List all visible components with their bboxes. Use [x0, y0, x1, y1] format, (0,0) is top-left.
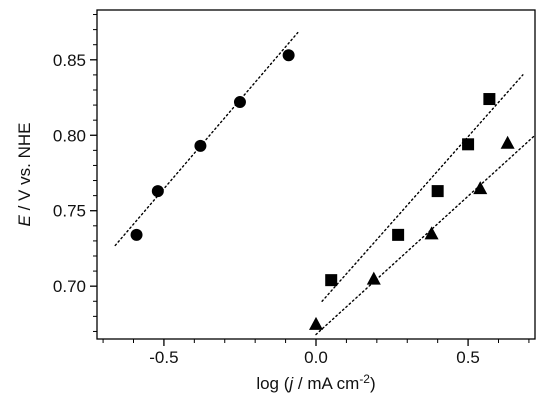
y-axis-title-var: E [15, 214, 34, 226]
data-point-square [483, 93, 496, 106]
data-point-circle [233, 96, 246, 109]
y-tick-label: 0.75 [53, 202, 86, 221]
y-tick-label: 0.80 [53, 126, 86, 145]
data-point-triangle [366, 271, 381, 285]
fit-line [315, 134, 536, 336]
y-axis: 0.70 0.75 0.80 0.85 [53, 14, 97, 332]
y-tick-label: 0.70 [53, 277, 86, 296]
data-point-triangle [500, 135, 515, 149]
data-point-square [431, 185, 444, 198]
fit-line [321, 74, 524, 302]
x-tick-label: 0.5 [456, 348, 480, 367]
x-axis-title: log (j / mA cm-2) [256, 372, 375, 393]
y-tick-label: 0.85 [53, 51, 86, 70]
x-tick-label: -0.5 [149, 348, 178, 367]
y-axis-title: E / V vs. NHE [15, 123, 34, 227]
data-point-circle [194, 139, 207, 152]
fit-line [114, 31, 299, 247]
data-point-triangle [309, 316, 323, 330]
data-point-square [392, 228, 405, 241]
data-point-circle [151, 185, 164, 198]
x-axis-title-var: j [287, 374, 294, 393]
data-point-triangle [424, 226, 439, 240]
data-point-square [325, 274, 338, 287]
data-point-circle [282, 49, 295, 62]
data-point-triangle [473, 181, 488, 195]
x-axis-title-suffix: ) [370, 374, 376, 393]
x-axis-title-prefix: log ( [256, 374, 289, 393]
data-markers [130, 49, 515, 330]
y-axis-title-rest: / V vs. NHE [15, 123, 34, 216]
fit-lines [114, 31, 536, 336]
x-axis: -0.5 0.0 0.5 [102, 339, 530, 367]
x-axis-title-sup: -2 [359, 372, 370, 386]
x-axis-title-mid: / mA cm [293, 374, 359, 393]
data-point-circle [130, 228, 143, 241]
data-point-square [462, 138, 475, 151]
plot-frame [96, 9, 536, 340]
x-tick-label: 0.0 [304, 348, 328, 367]
